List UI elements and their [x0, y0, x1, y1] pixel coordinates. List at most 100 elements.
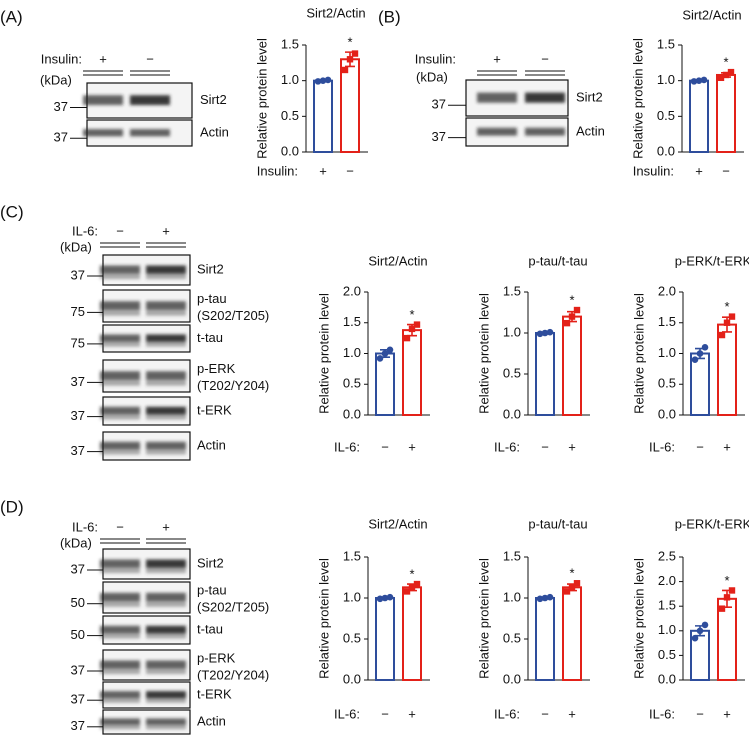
protein-name: p-tau	[197, 291, 227, 306]
band	[146, 568, 186, 573]
y-tick-label: 0.0	[503, 406, 521, 421]
band	[146, 698, 186, 703]
protein-detail: (T202/Y204)	[197, 378, 269, 393]
y-tick-label: 1.0	[503, 589, 521, 604]
y-tick-label: 0.5	[281, 108, 299, 123]
data-point	[690, 78, 698, 85]
mw-marker: 75	[71, 304, 85, 319]
y-tick-label: 1.0	[657, 72, 675, 87]
blot-bands	[100, 592, 186, 607]
lane-label: −	[541, 51, 549, 66]
lane-label: +	[162, 519, 170, 534]
x-tick-label: −	[696, 439, 704, 454]
x-tick-label: +	[319, 163, 327, 178]
y-tick-label: 0.0	[281, 143, 299, 158]
blot-bands	[100, 371, 186, 386]
data-point	[381, 350, 389, 357]
lane-label: +	[162, 223, 170, 238]
band	[477, 127, 517, 136]
lane-label: −	[146, 51, 154, 66]
band	[83, 95, 123, 106]
band	[146, 691, 186, 699]
y-tick-label: 1.5	[343, 548, 361, 563]
data-point	[546, 328, 554, 336]
kda-label: (kDa)	[416, 69, 448, 84]
protein-name: Sirt2	[576, 89, 603, 104]
protein-detail: (T202/Y204)	[197, 667, 269, 682]
band	[146, 406, 186, 415]
y-tick-label: 1.5	[281, 36, 299, 51]
blot-bands	[100, 301, 186, 316]
mw-marker: 37	[54, 130, 68, 145]
mw-marker: 37	[432, 97, 446, 112]
band	[83, 129, 123, 137]
data-point	[728, 313, 736, 320]
data-point	[701, 344, 709, 351]
data-point	[728, 587, 736, 594]
protein-name: t-tau	[197, 330, 223, 345]
bar	[716, 73, 736, 153]
x-tick-label: +	[568, 706, 576, 721]
treatment-label: IL-6:	[72, 223, 98, 238]
band	[100, 718, 140, 726]
y-tick-label: 1.5	[657, 36, 675, 51]
chart-title: p-tau/t-tau	[528, 253, 587, 268]
mw-marker: 37	[71, 692, 85, 707]
protein-name: Sirt2	[197, 261, 224, 276]
x-tick-label: −	[381, 706, 389, 721]
y-tick-label: 0.5	[658, 647, 676, 662]
band	[100, 634, 140, 639]
significance: *	[409, 307, 414, 322]
protein-name: Sirt2	[197, 555, 224, 570]
data-point	[573, 580, 581, 587]
x-axis-label: IL-6:	[494, 439, 520, 454]
protein-name: t-ERK	[197, 686, 232, 701]
x-axis-label: Insulin:	[257, 163, 298, 178]
mw-marker: 75	[71, 335, 85, 350]
x-tick-label: −	[541, 706, 549, 721]
data-point	[376, 355, 384, 362]
band	[100, 301, 140, 311]
band	[100, 669, 140, 674]
protein-detail: (S202/T205)	[197, 308, 269, 323]
data-point	[717, 74, 725, 82]
band	[100, 334, 140, 343]
band	[146, 602, 186, 607]
protein-name: Actin	[197, 713, 226, 728]
data-point	[696, 350, 704, 357]
chart-title: p-tau/t-tau	[528, 516, 587, 531]
lane-label: −	[116, 519, 124, 534]
data-point	[563, 588, 571, 595]
y-tick-label: 0.5	[657, 108, 675, 123]
y-tick-label: 0.0	[658, 406, 676, 421]
band	[100, 450, 140, 455]
lane-label: +	[99, 51, 107, 66]
band	[100, 342, 140, 347]
lane-label: +	[493, 51, 501, 66]
band	[100, 698, 140, 703]
data-point	[324, 76, 332, 84]
band	[100, 265, 140, 274]
band	[146, 559, 186, 568]
chart-title: Sirt2/Actin	[368, 253, 427, 268]
band	[100, 660, 140, 669]
y-tick-label: 1.5	[503, 548, 521, 563]
y-tick-label: 1.5	[503, 283, 521, 298]
x-tick-label: −	[722, 163, 730, 178]
mw-marker: 37	[71, 662, 85, 677]
band	[100, 725, 140, 730]
mw-marker: 37	[71, 408, 85, 423]
bar	[375, 597, 395, 681]
protein-name: Actin	[200, 124, 229, 139]
bar	[535, 332, 555, 416]
x-tick-label: +	[408, 439, 416, 454]
protein-name: t-ERK	[197, 402, 232, 417]
significance: *	[724, 299, 729, 314]
bar	[313, 79, 333, 153]
blot-bands	[100, 559, 186, 573]
data-point	[314, 78, 322, 85]
data-point	[386, 346, 394, 354]
data-point	[319, 77, 327, 84]
blot-bands	[100, 625, 186, 639]
